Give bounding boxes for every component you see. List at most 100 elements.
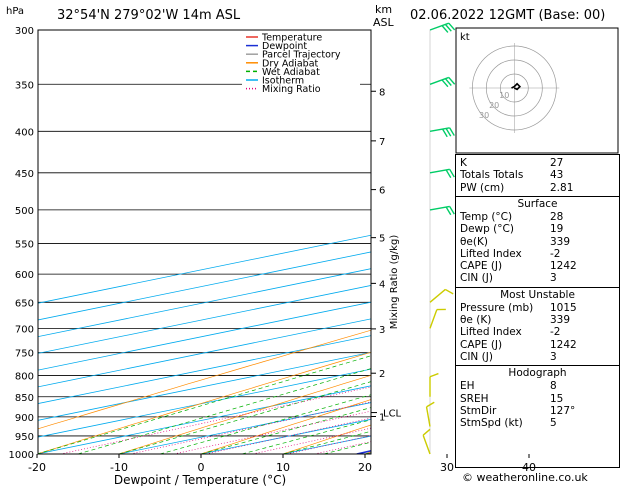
location-title: 32°54'N 279°02'W 14m ASL <box>57 8 241 23</box>
pressure-tick-label: 600 <box>15 270 34 281</box>
wind-barb-flag <box>445 206 452 216</box>
index-value: -2 <box>550 326 561 339</box>
index-value: 8 <box>550 380 557 393</box>
index-label: CIN (J) <box>460 350 493 363</box>
index-row: CIN (J) 3 <box>460 351 615 364</box>
wind-barb <box>429 288 446 303</box>
wind-barb <box>429 309 438 329</box>
legend-entry: Dry Adiabat <box>262 58 319 69</box>
wind-barbs <box>422 22 456 455</box>
hodograph-unit-label: kt <box>460 32 470 43</box>
legend-background <box>242 31 360 93</box>
hodograph-ring-label: 20 <box>489 101 499 110</box>
index-row: StmDir 127° <box>460 405 615 418</box>
section-title: Hodograph <box>508 367 567 380</box>
pressure-tick-label: 550 <box>15 239 34 250</box>
index-label: θe (K) <box>460 314 492 326</box>
dry-adiabat-line <box>38 329 371 430</box>
legend-entry: Mixing Ratio <box>262 84 321 95</box>
wind-barb-flag <box>444 23 452 32</box>
index-row: CAPE (J) 1242 <box>460 339 615 352</box>
wind-barb <box>425 406 431 427</box>
pressure-tick-label: 450 <box>15 169 34 180</box>
wet-adiabat-line <box>77 368 371 454</box>
index-row: EH 8 <box>460 380 615 393</box>
grid-lines <box>38 30 371 454</box>
index-label: θe(K) <box>460 235 488 248</box>
dry-adiabat-line <box>38 351 371 454</box>
index-row: Totals Totals 43 <box>460 169 615 182</box>
lcl-label: LCL <box>383 409 402 420</box>
pressure-tick-label: 500 <box>15 206 34 217</box>
index-value: 339 <box>550 235 571 248</box>
x-tick-label: -10 <box>110 461 128 474</box>
index-value: 5 <box>550 417 557 430</box>
index-label: CAPE (J) <box>460 338 503 351</box>
index-label: Lifted Index <box>460 247 522 260</box>
pressure-tick-label: 300 <box>15 26 34 37</box>
km-tick-label: 7 <box>379 137 385 148</box>
x-tick-label: 30 <box>440 461 454 474</box>
index-label: Temp (°C) <box>460 210 513 223</box>
legend-entry: Wet Adiabat <box>262 67 320 78</box>
section-title: Surface <box>517 197 558 210</box>
index-row: StmSpd (kt) 5 <box>460 417 615 430</box>
km-label: km <box>375 3 393 16</box>
datetime-title: 02.06.2022 12GMT (Base: 00) <box>410 8 606 23</box>
wind-barb <box>422 434 431 455</box>
isotherm-line <box>38 368 371 438</box>
index-label: K <box>460 157 467 169</box>
wind-barb-flag <box>448 76 456 85</box>
hodograph-ring-label: 10 <box>499 91 509 100</box>
mixing-ratio-line <box>130 401 371 454</box>
km-tick-label: 5 <box>379 234 385 245</box>
index-row: PW (cm) 2.81 <box>460 182 615 195</box>
index-label: PW (cm) <box>460 181 505 194</box>
km-tick-label: 8 <box>379 87 385 98</box>
wind-barb-flag <box>441 25 449 33</box>
index-row: K 27 <box>460 157 615 170</box>
indices-panel: K 27 Totals Totals 43 PW (cm) 2.81 Surface Temp… <box>455 154 620 468</box>
hodograph-ring-label: 30 <box>479 111 489 120</box>
index-row: Dewp (°C) 19 <box>460 223 615 236</box>
index-value: 127° <box>550 404 576 417</box>
index-label: CAPE (J) <box>460 260 503 273</box>
isotherm-line <box>38 351 371 421</box>
x-tick-label: 20 <box>358 461 372 474</box>
index-value: 2.81 <box>550 181 574 194</box>
index-value: 43 <box>550 169 564 182</box>
isotherm-line <box>38 335 371 405</box>
index-row: Pressure (mb) 1015 <box>460 302 615 315</box>
pressure-tick-label: 750 <box>15 349 34 360</box>
index-label: StmSpd (kt) <box>460 417 523 430</box>
mixing-ratio-line <box>173 410 371 454</box>
x-tick-label: -20 <box>28 461 46 474</box>
pressure-tick-label: 350 <box>15 80 34 91</box>
wind-barb-flag <box>445 128 452 137</box>
km-tick-label: 1 <box>379 413 385 424</box>
wet-adiabat-line <box>159 394 371 454</box>
index-value: 3 <box>550 350 557 363</box>
pressure-tick-label: 700 <box>15 324 34 335</box>
wind-barb-flag <box>449 168 455 178</box>
km-tick-label: 4 <box>379 279 385 290</box>
index-value: 1242 <box>550 338 577 351</box>
dry-adiabat-line <box>118 374 371 454</box>
wind-barb-flag <box>422 428 431 436</box>
km-tick-label: 2 <box>379 369 385 380</box>
x-tick-label: 0 <box>198 461 205 474</box>
index-label: StmDir <box>460 404 497 417</box>
legend-entry: Temperature <box>261 33 322 44</box>
hodograph-trace <box>511 82 522 91</box>
wind-barb-flag <box>444 288 454 295</box>
km-tick-label: 6 <box>379 186 385 197</box>
index-row: CAPE (J) 1242 <box>460 260 615 273</box>
wind-barb-flag <box>449 127 455 136</box>
km-tick-label: 3 <box>379 325 385 336</box>
index-label: Pressure (mb) <box>460 301 534 314</box>
index-row: θe(K) 339 <box>460 236 615 249</box>
legend-entry: Dewpoint <box>262 41 307 52</box>
